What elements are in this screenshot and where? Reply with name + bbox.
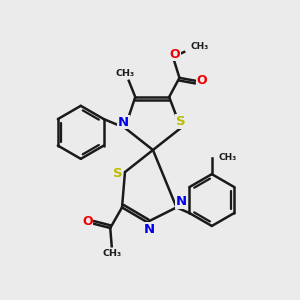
Text: CH₃: CH₃ xyxy=(218,153,237,162)
Text: O: O xyxy=(82,215,93,228)
Text: S: S xyxy=(176,115,186,128)
Text: N: N xyxy=(176,195,187,208)
Text: CH₃: CH₃ xyxy=(102,249,121,258)
Text: N: N xyxy=(118,116,129,128)
Text: O: O xyxy=(196,74,207,87)
Text: S: S xyxy=(113,167,122,180)
Text: O: O xyxy=(169,48,180,61)
Text: N: N xyxy=(144,223,155,236)
Text: CH₃: CH₃ xyxy=(116,69,135,78)
Text: CH₃: CH₃ xyxy=(190,42,208,51)
